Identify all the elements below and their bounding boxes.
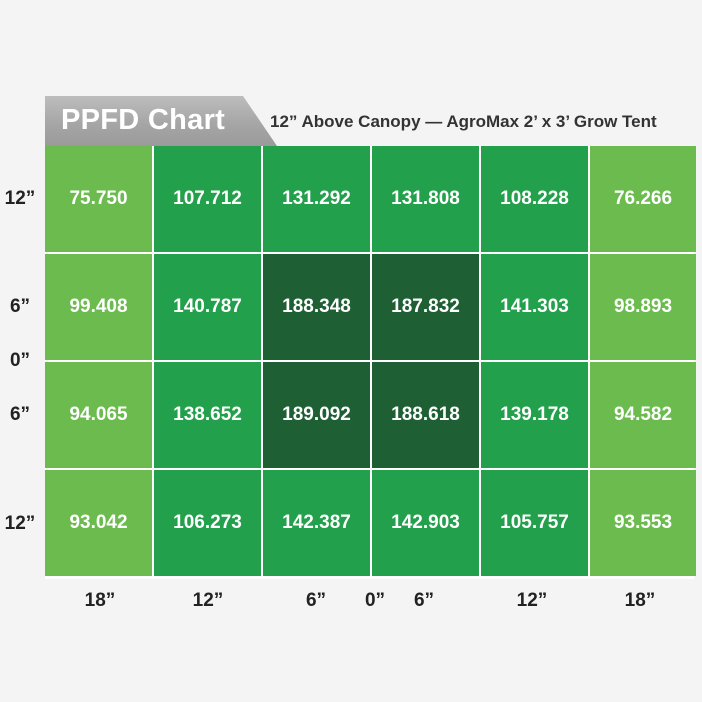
heatmap-cell: 105.757 <box>481 470 588 576</box>
x-tick-label: 18” <box>624 590 656 611</box>
heatmap-cell: 142.903 <box>372 470 479 576</box>
heatmap-cell: 140.787 <box>154 254 261 360</box>
heatmap-cell: 139.178 <box>481 362 588 468</box>
title-tab <box>45 96 277 146</box>
heatmap-cell: 138.652 <box>154 362 261 468</box>
y-tick-label: 6” <box>9 404 31 425</box>
x-tick-label: 12” <box>516 590 548 611</box>
heatmap-cell: 93.553 <box>590 470 696 576</box>
heatmap-cell: 108.228 <box>481 146 588 252</box>
ppfd-heatmap-grid: 75.750 107.712 131.292 131.808 108.228 76.266… <box>45 146 696 579</box>
heatmap-cell: 106.273 <box>154 470 261 576</box>
heatmap-cell: 187.832 <box>372 254 479 360</box>
heatmap-cell: 75.750 <box>45 146 152 252</box>
heatmap-cell: 142.387 <box>263 470 370 576</box>
heatmap-cell: 94.582 <box>590 362 696 468</box>
heatmap-cell: 188.348 <box>263 254 370 360</box>
y-tick-label: 6” <box>9 296 31 317</box>
heatmap-cell: 99.408 <box>45 254 152 360</box>
heatmap-cell: 131.292 <box>263 146 370 252</box>
y-tick-label: 0” <box>9 350 31 371</box>
x-tick-label: 18” <box>84 590 116 611</box>
y-tick-label: 12” <box>4 513 36 534</box>
heatmap-cell: 131.808 <box>372 146 479 252</box>
chart-subtitle: 12” Above Canopy — AgroMax 2’ x 3’ Grow … <box>270 112 657 131</box>
heatmap-cell: 76.266 <box>590 146 696 252</box>
x-tick-label: 0” <box>364 590 386 611</box>
heatmap-cell: 141.303 <box>481 254 588 360</box>
heatmap-cell: 188.618 <box>372 362 479 468</box>
heatmap-cell: 189.092 <box>263 362 370 468</box>
heatmap-cell: 107.712 <box>154 146 261 252</box>
x-tick-label: 12” <box>192 590 224 611</box>
x-tick-label: 6” <box>305 590 327 611</box>
heatmap-cell: 98.893 <box>590 254 696 360</box>
heatmap-cell: 94.065 <box>45 362 152 468</box>
x-tick-label: 6” <box>413 590 435 611</box>
chart-title: PPFD Chart <box>61 104 226 136</box>
y-tick-label: 12” <box>4 188 36 209</box>
heatmap-cell: 93.042 <box>45 470 152 576</box>
